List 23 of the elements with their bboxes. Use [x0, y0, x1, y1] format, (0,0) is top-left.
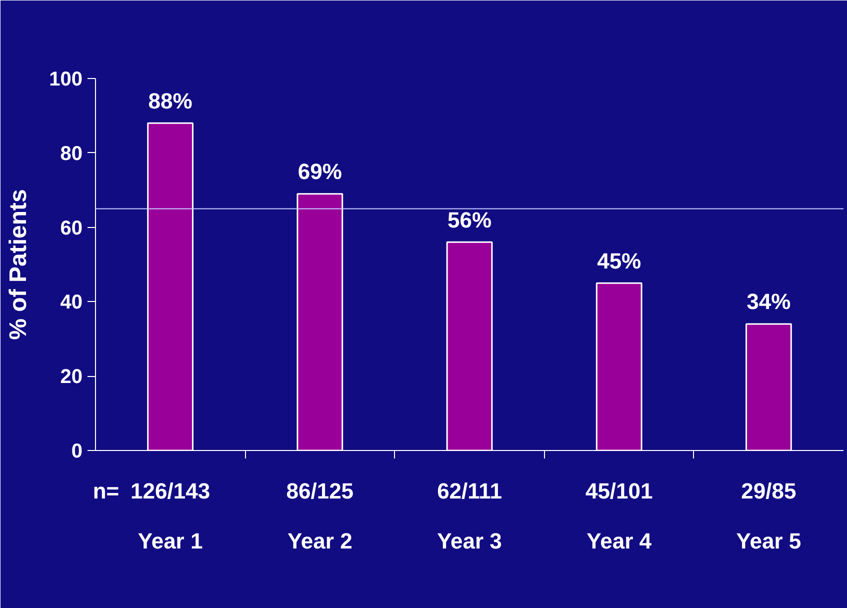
text: 126/143 — [130, 478, 210, 504]
data-label: 69% — [298, 159, 342, 184]
y-tick-label: 60 — [60, 217, 83, 240]
y-tick-label: 40 — [60, 292, 83, 314]
text: 29/85 — [741, 478, 796, 504]
x-tick-label: Year 2 — [287, 528, 352, 554]
y-tick-label: 100 — [49, 68, 83, 90]
data-label: 56% — [447, 207, 492, 232]
y-tick-label: 80 — [60, 142, 83, 165]
x-tick-label: Year 4 — [586, 528, 652, 554]
y-axis-title: % of Patients — [5, 189, 32, 340]
data-label: 88% — [148, 88, 192, 114]
y-tick-label: 0 — [71, 440, 82, 462]
x-tick-label: Year 1 — [138, 528, 203, 554]
x-tick-label: Year 3 — [437, 528, 502, 554]
data-label: 45% — [597, 248, 642, 274]
y-tick-label: 20 — [60, 366, 83, 388]
text: 86/125 — [286, 478, 354, 504]
x-tick-label: Year 5 — [736, 528, 802, 554]
text: 45/101 — [585, 478, 653, 504]
text: 62/111 — [437, 478, 502, 504]
data-label: 34% — [746, 289, 791, 314]
text: n= — [92, 478, 120, 504]
